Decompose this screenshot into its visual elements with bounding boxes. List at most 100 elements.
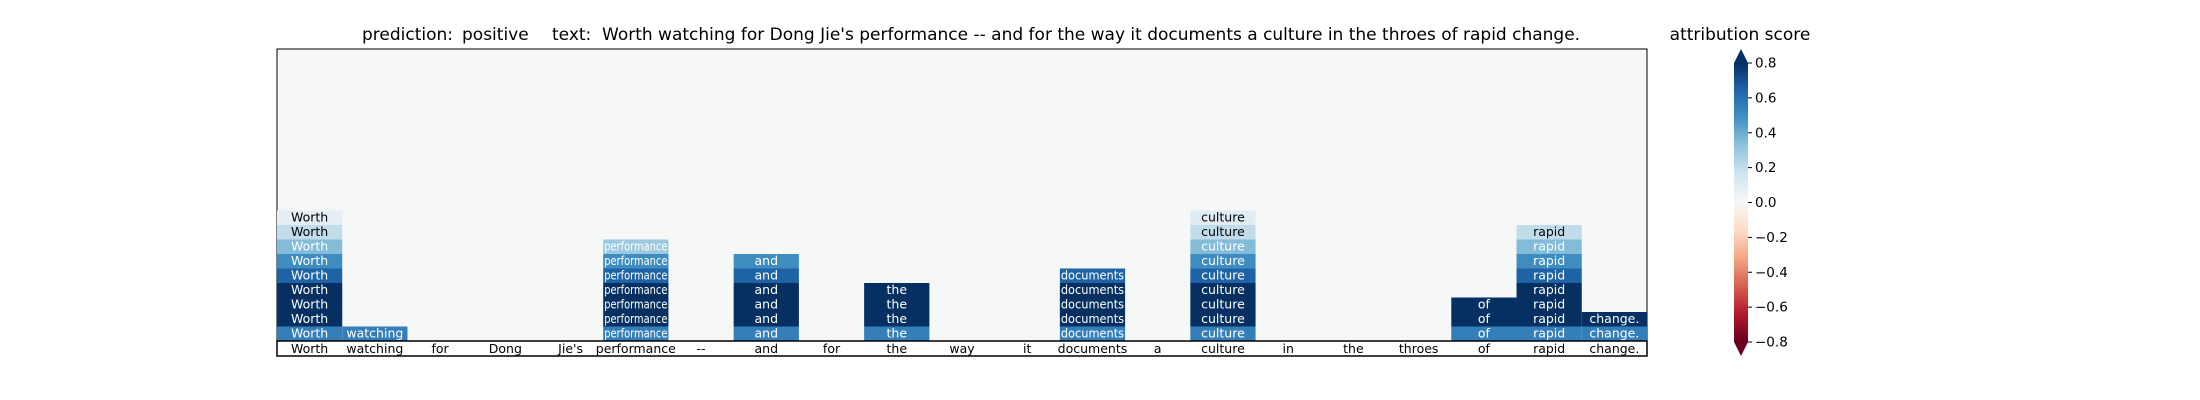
heatmap-cell — [603, 312, 669, 327]
heatmap-cell — [1451, 312, 1517, 327]
heatmap-cell — [1190, 268, 1256, 283]
cell-token-label: rapid — [1533, 282, 1565, 297]
cell-token-label: documents — [1061, 311, 1124, 326]
heatmap-cell — [1190, 210, 1256, 225]
colorbar-tick-label: 0.2 — [1755, 160, 1776, 176]
heatmap-cells: Worth watching performance and the documents c… — [277, 210, 1647, 341]
token-label: the — [887, 341, 908, 356]
cell-token-label: performance — [604, 311, 667, 326]
cell-token-label: culture — [1201, 297, 1245, 312]
token-label: throes — [1399, 341, 1439, 356]
cell-token-label: change. — [1589, 311, 1639, 326]
token-row — [276, 340, 1648, 357]
heatmap-cell — [603, 326, 669, 341]
heatmap-cell — [1516, 225, 1582, 240]
token-label: for — [432, 341, 450, 356]
heatmap-cell — [277, 225, 343, 240]
heatmap-cell — [603, 297, 669, 312]
cell-token-label: culture — [1201, 326, 1245, 341]
cell-token-label: the — [887, 311, 908, 326]
heatmap-cell — [864, 297, 930, 312]
heatmap-cell — [1516, 283, 1582, 298]
heatmap-cell — [1516, 268, 1582, 283]
colorbar-tick-label: 0.0 — [1755, 195, 1776, 211]
cell-token-label: performance — [604, 268, 667, 283]
colorbar-gradient — [1734, 63, 1748, 342]
heatmap-cell — [733, 312, 799, 327]
cell-token-label: rapid — [1533, 268, 1565, 283]
colorbar-tick-label: −0.6 — [1755, 300, 1788, 316]
colorbar-tick-label: −0.4 — [1755, 265, 1788, 281]
token-label: -- — [697, 341, 706, 356]
colorbar-tick-label: −0.2 — [1755, 230, 1788, 246]
token-label: documents — [1058, 341, 1128, 356]
heatmap-cell — [1581, 326, 1647, 341]
token-label: performance — [596, 341, 676, 356]
heatmap-cell — [277, 297, 343, 312]
colorbar-tick-label: 0.6 — [1755, 90, 1776, 106]
cell-token-label: watching — [346, 326, 403, 341]
cell-token-label: culture — [1201, 210, 1245, 225]
token-label: rapid — [1533, 341, 1565, 356]
cell-token-label: and — [755, 268, 779, 283]
heatmap-cell — [603, 268, 669, 283]
cell-token-label: of — [1478, 311, 1491, 326]
heatmap-cell — [277, 239, 343, 254]
cell-token-label: the — [887, 297, 908, 312]
cell-token-label: Worth — [291, 210, 328, 225]
cell-token-label: performance — [604, 326, 667, 341]
heatmap-cell — [277, 268, 343, 283]
heatmap-cell — [277, 326, 343, 341]
cell-token-label: rapid — [1533, 239, 1565, 254]
heatmap-cell — [1059, 326, 1126, 341]
heatmap-cell — [864, 312, 930, 327]
cell-token-label: the — [887, 282, 908, 297]
cell-token-label: culture — [1201, 224, 1245, 239]
token-label: change. — [1589, 341, 1639, 356]
heatmap-cell — [733, 254, 799, 269]
token-label: the — [1343, 341, 1364, 356]
token-label: way — [949, 341, 975, 356]
heatmap-cell — [733, 297, 799, 312]
title-text-value: Worth watching for Dong Jie's performanc… — [602, 25, 1580, 45]
cell-token-label: and — [755, 297, 779, 312]
colorbar-label: attribution score — [1670, 25, 1811, 45]
heatmap-cell — [1059, 297, 1126, 312]
cell-token-label: documents — [1061, 297, 1124, 312]
colorbar-extend-max — [1734, 49, 1748, 63]
cell-token-label: culture — [1201, 282, 1245, 297]
token-labels: Worth watching for Dong Jie's performance -- an… — [291, 341, 1639, 356]
heatmap-cell — [1190, 297, 1256, 312]
cell-token-label: rapid — [1533, 326, 1565, 341]
cell-token-label: Worth — [291, 297, 328, 312]
heatmap-cell — [1059, 268, 1126, 283]
token-label: culture — [1201, 341, 1245, 356]
colorbar-tick-label: 0.8 — [1755, 56, 1776, 72]
colorbar: −0.8 −0.6 −0.4 −0.2 0.0 0.2 0.4 0.6 0.8 — [1734, 49, 1788, 356]
heatmap-cell — [277, 312, 343, 327]
cell-token-label: Worth — [291, 224, 328, 239]
title-text-label: text: — [552, 25, 591, 45]
heatmap-cell — [1190, 254, 1256, 269]
token-label: and — [755, 341, 779, 356]
heatmap-cell — [603, 283, 669, 298]
heatmap-cell — [342, 326, 408, 341]
cell-token-label: culture — [1201, 311, 1245, 326]
cell-token-label: Worth — [291, 253, 328, 268]
cell-token-label: change. — [1589, 326, 1639, 341]
cell-token-label: Worth — [291, 311, 328, 326]
cell-token-label: and — [755, 282, 779, 297]
cell-token-label: documents — [1061, 326, 1124, 341]
cell-token-label: performance — [604, 253, 667, 268]
cell-token-label: performance — [604, 282, 667, 297]
heatmap-cell — [1190, 312, 1256, 327]
heatmap-cell — [1451, 326, 1517, 341]
heatmap-cell — [277, 210, 343, 225]
heatmap-cell — [1190, 283, 1256, 298]
heatmap-cell — [733, 268, 799, 283]
token-label: watching — [346, 341, 403, 356]
plot-area — [276, 48, 1648, 342]
cell-token-label: culture — [1201, 268, 1245, 283]
cell-token-label: rapid — [1533, 224, 1565, 239]
